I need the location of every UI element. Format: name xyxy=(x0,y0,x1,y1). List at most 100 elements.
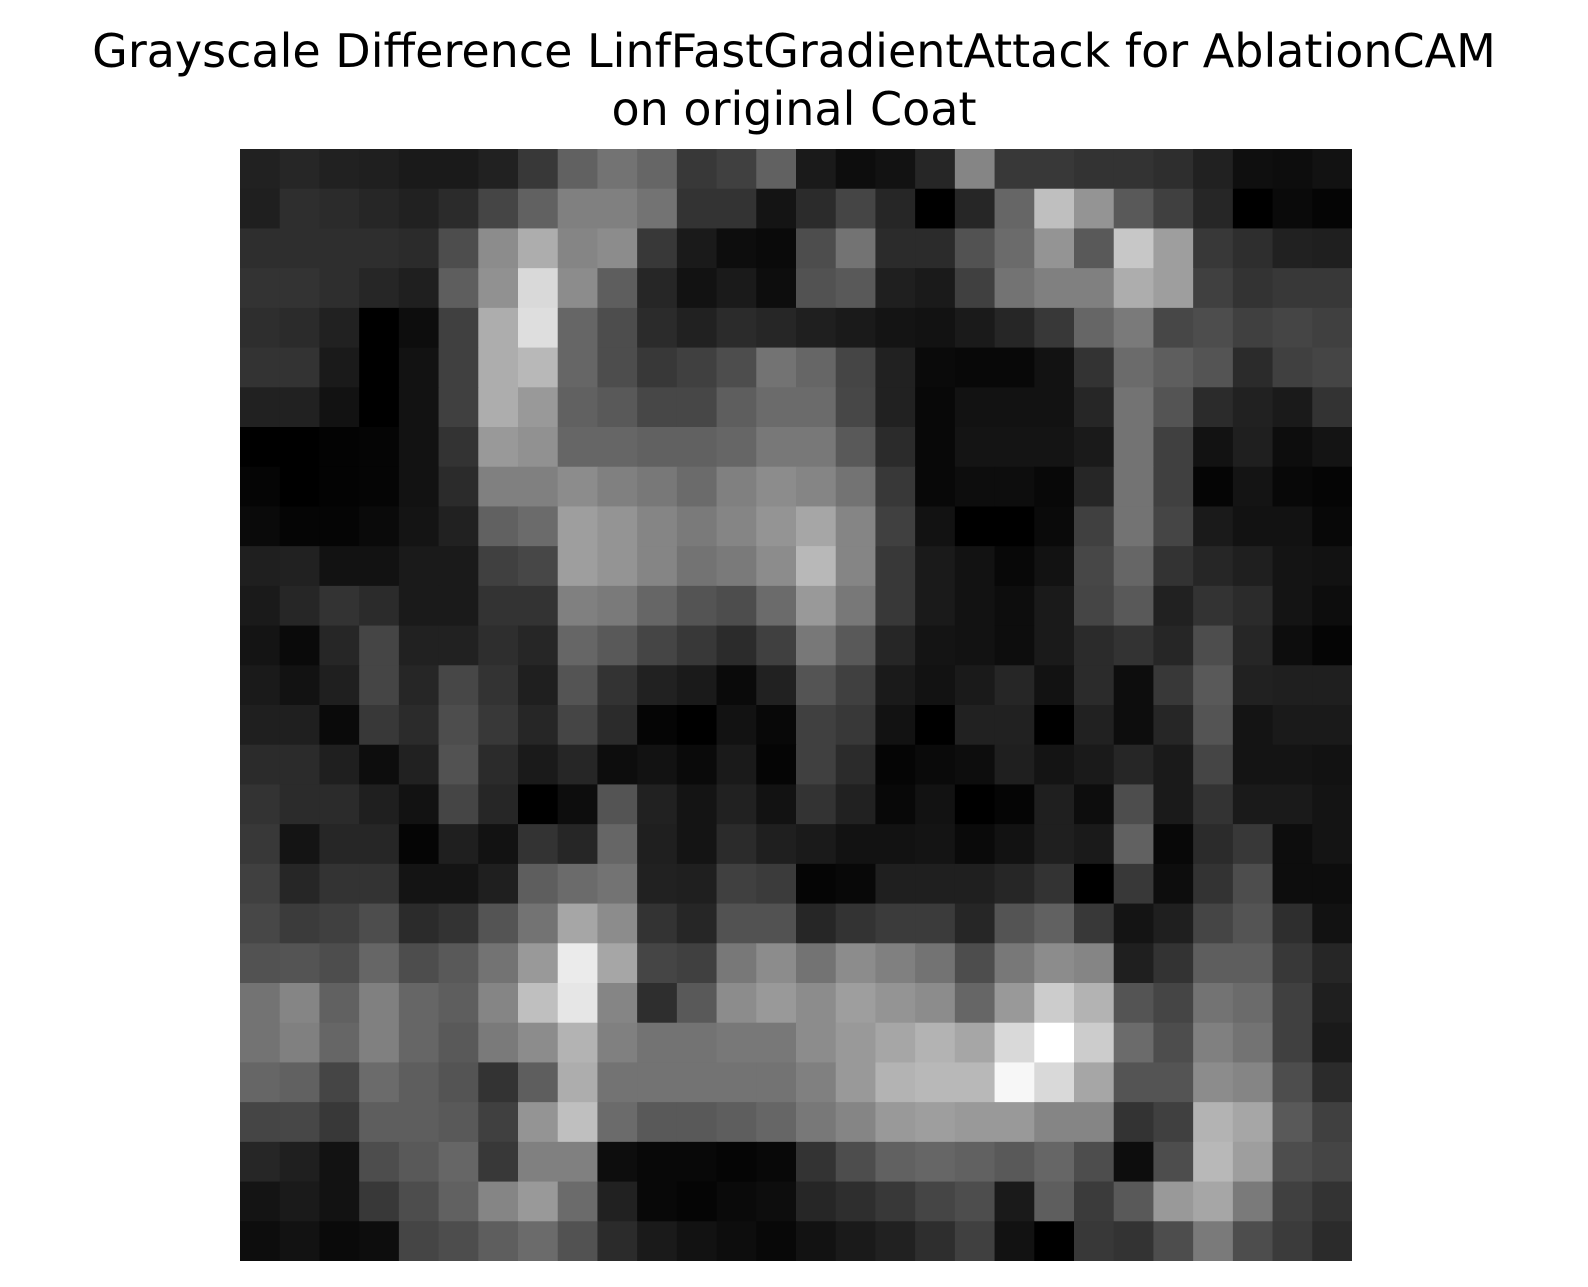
heatmap-cell-r23-c7 xyxy=(518,1062,559,1103)
heatmap-cell-r6-c17 xyxy=(915,387,956,428)
heatmap-cell-r11-c1 xyxy=(279,585,321,627)
heatmap-cell-r26-c1 xyxy=(279,1181,321,1222)
heatmap-cell-r0-c4 xyxy=(398,149,440,190)
heatmap-cell-r14-c16 xyxy=(875,705,916,746)
heatmap-cell-r0-c10 xyxy=(637,149,678,190)
heatmap-cell-r25-c19 xyxy=(994,1141,1035,1183)
heatmap-cell-r12-c22 xyxy=(1113,625,1155,666)
heatmap-cell-r17-c13 xyxy=(756,824,797,865)
heatmap-cell-r13-c15 xyxy=(835,665,877,706)
heatmap-cell-r5-c20 xyxy=(1034,347,1075,388)
heatmap-cell-r27-c7 xyxy=(518,1221,559,1261)
heatmap-cell-r24-c2 xyxy=(319,1102,360,1143)
heatmap-cell-r23-c2 xyxy=(319,1062,360,1103)
heatmap-cell-r26-c24 xyxy=(1193,1181,1234,1222)
heatmap-cell-r24-c24 xyxy=(1193,1102,1234,1143)
heatmap-cell-r7-c15 xyxy=(835,427,877,468)
heatmap-cell-r15-c10 xyxy=(637,744,678,786)
heatmap-cell-r1-c22 xyxy=(1113,188,1155,230)
heatmap-cell-r16-c3 xyxy=(359,784,400,825)
heatmap-cell-r15-c24 xyxy=(1193,744,1234,786)
heatmap-cell-r6-c7 xyxy=(518,387,559,428)
heatmap-cell-r24-c12 xyxy=(716,1102,757,1143)
heatmap-cell-r12-c14 xyxy=(796,625,837,666)
heatmap-cell-r18-c14 xyxy=(796,863,837,905)
heatmap-cell-r4-c3 xyxy=(359,307,400,349)
heatmap-cell-r6-c27 xyxy=(1312,387,1352,428)
heatmap-cell-r16-c24 xyxy=(1193,784,1234,825)
heatmap-cell-r10-c18 xyxy=(954,546,996,587)
heatmap-cell-r20-c1 xyxy=(279,943,321,984)
heatmap-cell-r11-c20 xyxy=(1034,585,1075,627)
heatmap-cell-r16-c17 xyxy=(915,784,956,825)
heatmap-cell-r17-c6 xyxy=(478,824,519,865)
heatmap-cell-r23-c6 xyxy=(478,1062,519,1103)
heatmap-cell-r12-c20 xyxy=(1034,625,1075,666)
heatmap-cell-r9-c8 xyxy=(557,506,599,547)
heatmap-cell-r26-c14 xyxy=(796,1181,837,1222)
heatmap-cell-r19-c27 xyxy=(1312,903,1352,944)
heatmap-cell-r18-c4 xyxy=(398,863,440,905)
heatmap-cell-r18-c6 xyxy=(478,863,519,905)
heatmap-cell-r15-c12 xyxy=(716,744,757,786)
heatmap-cell-r2-c15 xyxy=(835,228,877,269)
heatmap-cell-r11-c3 xyxy=(359,585,400,627)
heatmap-cell-r5-c8 xyxy=(557,347,599,388)
heatmap-cell-r1-c19 xyxy=(994,188,1035,230)
heatmap-cell-r24-c10 xyxy=(637,1102,678,1143)
heatmap-cell-r18-c11 xyxy=(676,863,718,905)
heatmap-cell-r13-c4 xyxy=(398,665,440,706)
heatmap-cell-r5-c18 xyxy=(954,347,996,388)
heatmap-cell-r17-c23 xyxy=(1153,824,1194,865)
heatmap-cell-r3-c4 xyxy=(398,268,440,309)
heatmap-cell-r21-c5 xyxy=(438,983,479,1024)
heatmap-cell-r2-c11 xyxy=(676,228,718,269)
heatmap-cell-r8-c20 xyxy=(1034,466,1075,508)
heatmap-cell-r3-c16 xyxy=(875,268,916,309)
heatmap-cell-r13-c9 xyxy=(597,665,638,706)
heatmap-cell-r18-c2 xyxy=(319,863,360,905)
heatmap-cell-r25-c5 xyxy=(438,1141,479,1183)
heatmap-cell-r4-c0 xyxy=(240,307,281,349)
heatmap-cell-r5-c26 xyxy=(1272,347,1313,388)
heatmap-cell-r8-c2 xyxy=(319,466,360,508)
heatmap-cell-r25-c3 xyxy=(359,1141,400,1183)
heatmap-cell-r22-c0 xyxy=(240,1022,281,1064)
heatmap-cell-r16-c16 xyxy=(875,784,916,825)
heatmap-cell-r7-c26 xyxy=(1272,427,1313,468)
chart-title-line-2: on original Coat xyxy=(611,82,977,136)
heatmap-cell-r8-c12 xyxy=(716,466,757,508)
heatmap-cell-r5-c27 xyxy=(1312,347,1352,388)
heatmap-cell-r17-c1 xyxy=(279,824,321,865)
heatmap-cell-r12-c10 xyxy=(637,625,678,666)
heatmap-cell-r1-c3 xyxy=(359,188,400,230)
heatmap-cell-r5-c17 xyxy=(915,347,956,388)
heatmap-cell-r2-c1 xyxy=(279,228,321,269)
heatmap-cell-r22-c8 xyxy=(557,1022,599,1064)
heatmap-cell-r20-c18 xyxy=(954,943,996,984)
heatmap-cell-r3-c10 xyxy=(637,268,678,309)
heatmap-cell-r18-c20 xyxy=(1034,863,1075,905)
heatmap-cell-r19-c2 xyxy=(319,903,360,944)
heatmap-cell-r8-c24 xyxy=(1193,466,1234,508)
heatmap-cell-r16-c27 xyxy=(1312,784,1352,825)
heatmap-cell-r2-c27 xyxy=(1312,228,1352,269)
heatmap-cell-r17-c19 xyxy=(994,824,1035,865)
heatmap-cell-r6-c6 xyxy=(478,387,519,428)
heatmap-cell-r9-c0 xyxy=(240,506,281,547)
heatmap-cell-r14-c6 xyxy=(478,705,519,746)
heatmap-cell-r23-c23 xyxy=(1153,1062,1194,1103)
heatmap-cell-r4-c19 xyxy=(994,307,1035,349)
heatmap-cell-r13-c21 xyxy=(1074,665,1115,706)
heatmap-cell-r16-c25 xyxy=(1232,784,1274,825)
heatmap-cell-r27-c5 xyxy=(438,1221,479,1261)
heatmap-cell-r9-c20 xyxy=(1034,506,1075,547)
heatmap-cell-r8-c17 xyxy=(915,466,956,508)
heatmap-cell-r7-c18 xyxy=(954,427,996,468)
heatmap-cell-r13-c10 xyxy=(637,665,678,706)
heatmap-cell-r14-c25 xyxy=(1232,705,1274,746)
heatmap-cell-r3-c26 xyxy=(1272,268,1313,309)
heatmap-cell-r25-c21 xyxy=(1074,1141,1115,1183)
heatmap-cell-r14-c0 xyxy=(240,705,281,746)
heatmap-cell-r3-c17 xyxy=(915,268,956,309)
